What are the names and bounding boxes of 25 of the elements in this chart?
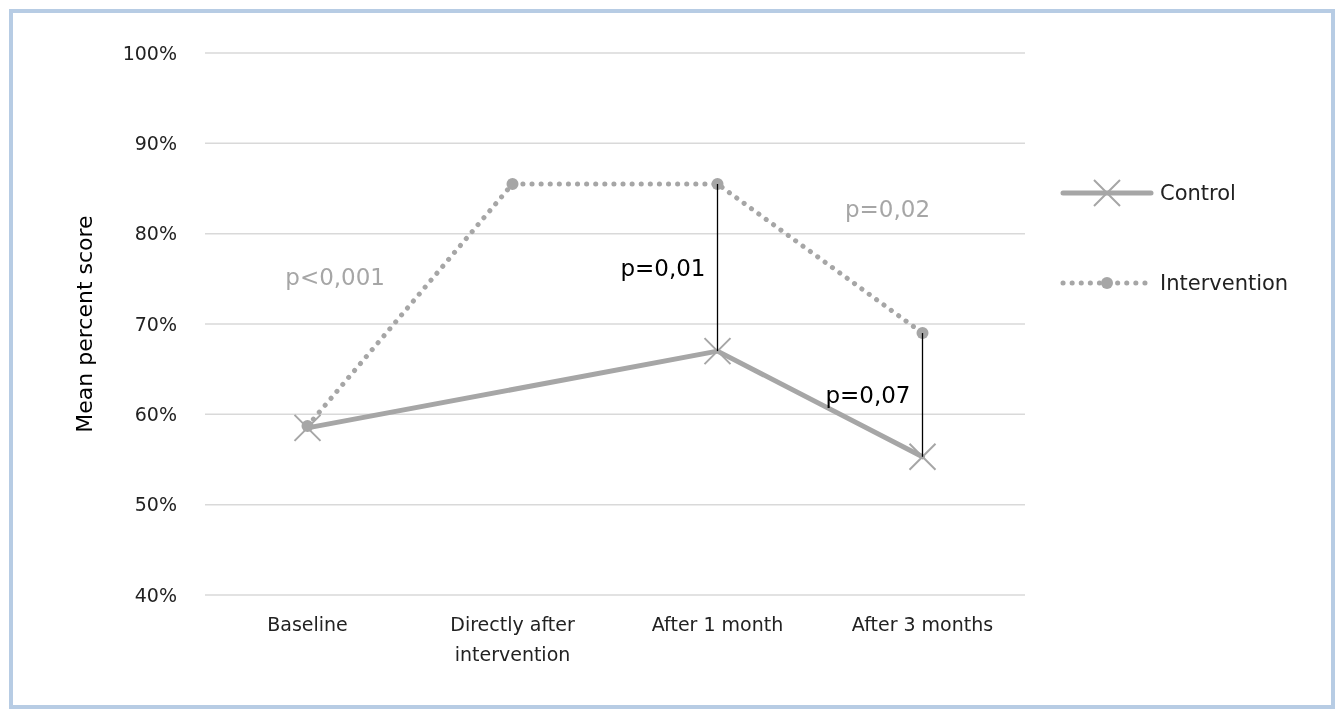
y-axis-title: Mean percent score bbox=[72, 215, 97, 433]
y-tick-label: 40% bbox=[134, 583, 177, 606]
legend-label: Intervention bbox=[1160, 271, 1289, 296]
point bbox=[506, 177, 519, 190]
annotation: p=0,07 bbox=[825, 381, 911, 408]
y-tick-label: 80% bbox=[134, 222, 177, 245]
y-tick-label: 60% bbox=[134, 402, 177, 425]
legend-label: Control bbox=[1160, 181, 1236, 206]
annotation: p<0,001 bbox=[285, 264, 385, 291]
annotation: p=0,02 bbox=[845, 195, 931, 222]
point bbox=[301, 420, 314, 433]
y-tick-label: 90% bbox=[134, 131, 177, 154]
annotation: p=0,01 bbox=[620, 254, 706, 281]
y-tick-label: 50% bbox=[134, 493, 177, 516]
x-tick-label: After 3 months bbox=[851, 613, 994, 635]
point bbox=[293, 413, 322, 442]
x-tick-label: After 1 month bbox=[651, 613, 784, 635]
point bbox=[711, 177, 724, 190]
y-tick-label: 100% bbox=[122, 41, 177, 64]
point bbox=[908, 442, 937, 471]
point bbox=[916, 327, 929, 340]
point bbox=[703, 337, 732, 366]
x-tick-label: Directly after intervention bbox=[450, 613, 575, 665]
y-tick-label: 70% bbox=[134, 312, 177, 335]
x-tick-label: Baseline bbox=[267, 613, 348, 635]
